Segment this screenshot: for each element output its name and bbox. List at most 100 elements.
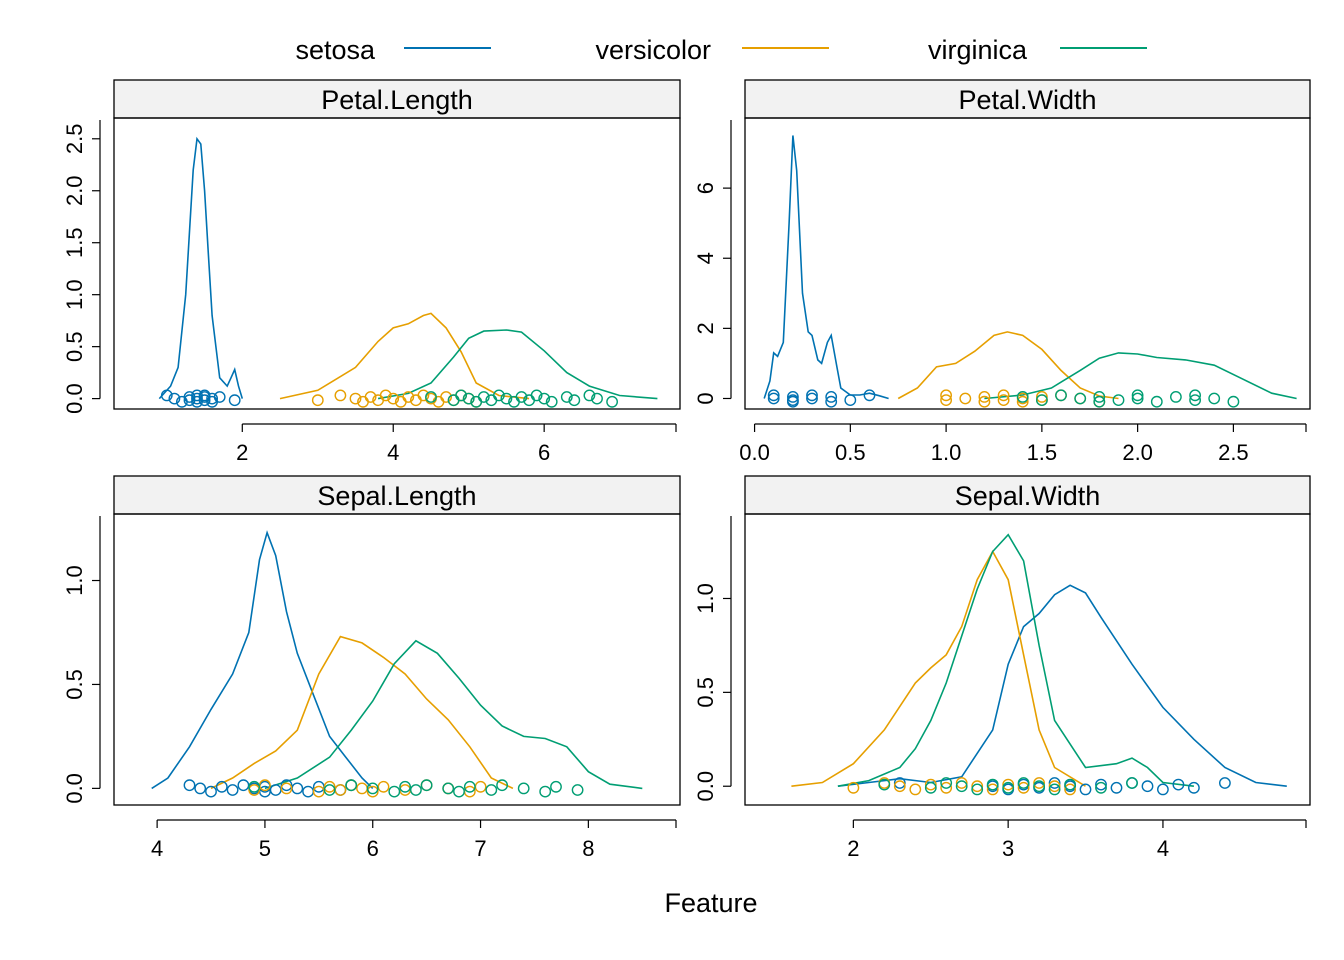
rug-point-virginica [345, 779, 358, 792]
rug-point-virginica [1055, 389, 1067, 402]
rug-point-virginica [878, 778, 891, 791]
rug-point-setosa [168, 392, 181, 405]
density-line-virginica [837, 533, 1194, 787]
legend-label-virginica: virginica [928, 35, 1028, 65]
rug-point-setosa [1157, 783, 1169, 796]
rug-point-setosa [767, 392, 780, 405]
rug-point-versicolor [356, 782, 368, 795]
rug-point-setosa [806, 392, 818, 405]
rug-point-virginica [1093, 390, 1106, 403]
density-line-setosa [158, 136, 244, 400]
rug-point-setosa [228, 394, 241, 407]
x-tick-label: 4 [1157, 836, 1169, 861]
rug-point-versicolor [1048, 780, 1061, 793]
rug-point-virginica [560, 391, 573, 403]
density-line-versicolor [897, 331, 1119, 400]
panel-sepal-width: Sepal.Width 2 3 4 0.0 0.5 1.0 [693, 475, 1311, 861]
rug-point-versicolor [1036, 390, 1048, 403]
x-tick-label: 0.0 [739, 440, 770, 465]
rug-point-versicolor [924, 778, 937, 791]
rug-point-setosa [1141, 780, 1154, 793]
rug-point-virginica [388, 785, 401, 798]
rug-point-virginica [1208, 392, 1221, 405]
y-tick-label: 2 [693, 322, 718, 334]
y-tick-label: 1.5 [62, 227, 87, 258]
rug-point-setosa [213, 391, 226, 403]
y-tick-label: 0.0 [62, 383, 87, 414]
density-line-versicolor [279, 312, 530, 400]
rug-point-setosa [226, 784, 239, 796]
rug-point-virginica [571, 784, 584, 796]
rug-point-setosa [1172, 778, 1185, 791]
rug-point-virginica [539, 785, 552, 798]
rug-point-setosa [1079, 783, 1092, 796]
rug-point-virginica [940, 777, 953, 789]
rug-point-virginica [515, 391, 528, 403]
plot-area-petal-width [763, 135, 1297, 408]
rug-point-setosa [1219, 777, 1231, 789]
rug-point-virginica [477, 391, 490, 403]
panel-petal-width: Petal.Width 0.0 0.5 1.0 1.5 2.0 2.5 0 2 4 6 [693, 79, 1311, 465]
rug-point-virginica [1126, 777, 1138, 789]
strip-title-sepal-width: Sepal.Width [955, 481, 1101, 511]
rug-point-versicolor [978, 395, 991, 408]
rug-point-virginica [530, 389, 543, 402]
rug-point-setosa [302, 785, 314, 798]
rug-point-virginica [606, 395, 618, 408]
rug-point-versicolor [909, 783, 922, 796]
rug-point-virginica [1227, 395, 1240, 408]
rug-point-versicolor [971, 780, 984, 793]
rug-point-virginica [442, 782, 455, 795]
strip-sepal-width [744, 475, 1311, 515]
rug-point-versicolor [440, 391, 452, 403]
y-tick-label: 0.0 [62, 773, 87, 804]
rug-point-setosa [191, 392, 203, 405]
rug-point-virginica [323, 784, 336, 796]
legend: setosa versicolor virginica [295, 35, 1147, 65]
rug-point-setosa [787, 394, 799, 406]
plot-frame-petal-length [113, 117, 681, 410]
rug-point-versicolor [1033, 777, 1046, 789]
rug-point-virginica [591, 392, 603, 405]
rug-point-versicolor [280, 782, 293, 795]
x-tick-label: 1.5 [1027, 440, 1058, 465]
rug-point-virginica [1093, 395, 1106, 408]
x-tick-label: 2.5 [1218, 440, 1249, 465]
rug-point-virginica [409, 784, 422, 796]
rug-point-versicolor [311, 394, 324, 407]
rug-point-virginica [453, 785, 465, 798]
y-tick-label: 1.0 [62, 279, 87, 310]
rug-point-setosa [1048, 777, 1061, 789]
rug-point-versicolor [474, 780, 487, 793]
rug-point-setosa [825, 395, 838, 408]
density-line-virginica [984, 352, 1297, 400]
rug-point-setosa [787, 390, 799, 403]
density-line-setosa [837, 584, 1287, 787]
y-tick-label: 2.5 [62, 123, 87, 154]
rug-point-versicolor [959, 392, 972, 405]
strip-petal-length [113, 79, 681, 119]
panel-petal-length: Petal.Length 2 4 6 0.0 0.5 1.0 1.5 2.0 2.5 [62, 79, 681, 465]
rug-point-versicolor [364, 391, 377, 403]
rug-point-virginica [485, 784, 498, 796]
rug-point-versicolor [997, 389, 1010, 402]
rug-point-virginica [1074, 392, 1087, 405]
rug-point-virginica [955, 780, 968, 793]
rug-point-virginica [545, 395, 558, 408]
x-tick-label: 6 [367, 836, 379, 861]
y-tick-label: 0 [693, 392, 718, 404]
rug-point-virginica [1033, 780, 1046, 793]
rug-point-versicolor [248, 784, 261, 796]
rug-point-virginica [924, 781, 937, 794]
rug-point-versicolor [940, 389, 952, 402]
rug-point-virginica [1189, 389, 1202, 402]
rug-point-setosa [215, 780, 228, 793]
rug-point-virginica [420, 779, 433, 792]
rug-point-versicolor [986, 783, 999, 796]
rug-point-setosa [1095, 778, 1107, 791]
rug-point-setosa [280, 779, 293, 792]
y-tick-label: 1.0 [693, 583, 718, 614]
rug-point-versicolor [334, 389, 347, 402]
plot-area-sepal-width [791, 533, 1287, 796]
